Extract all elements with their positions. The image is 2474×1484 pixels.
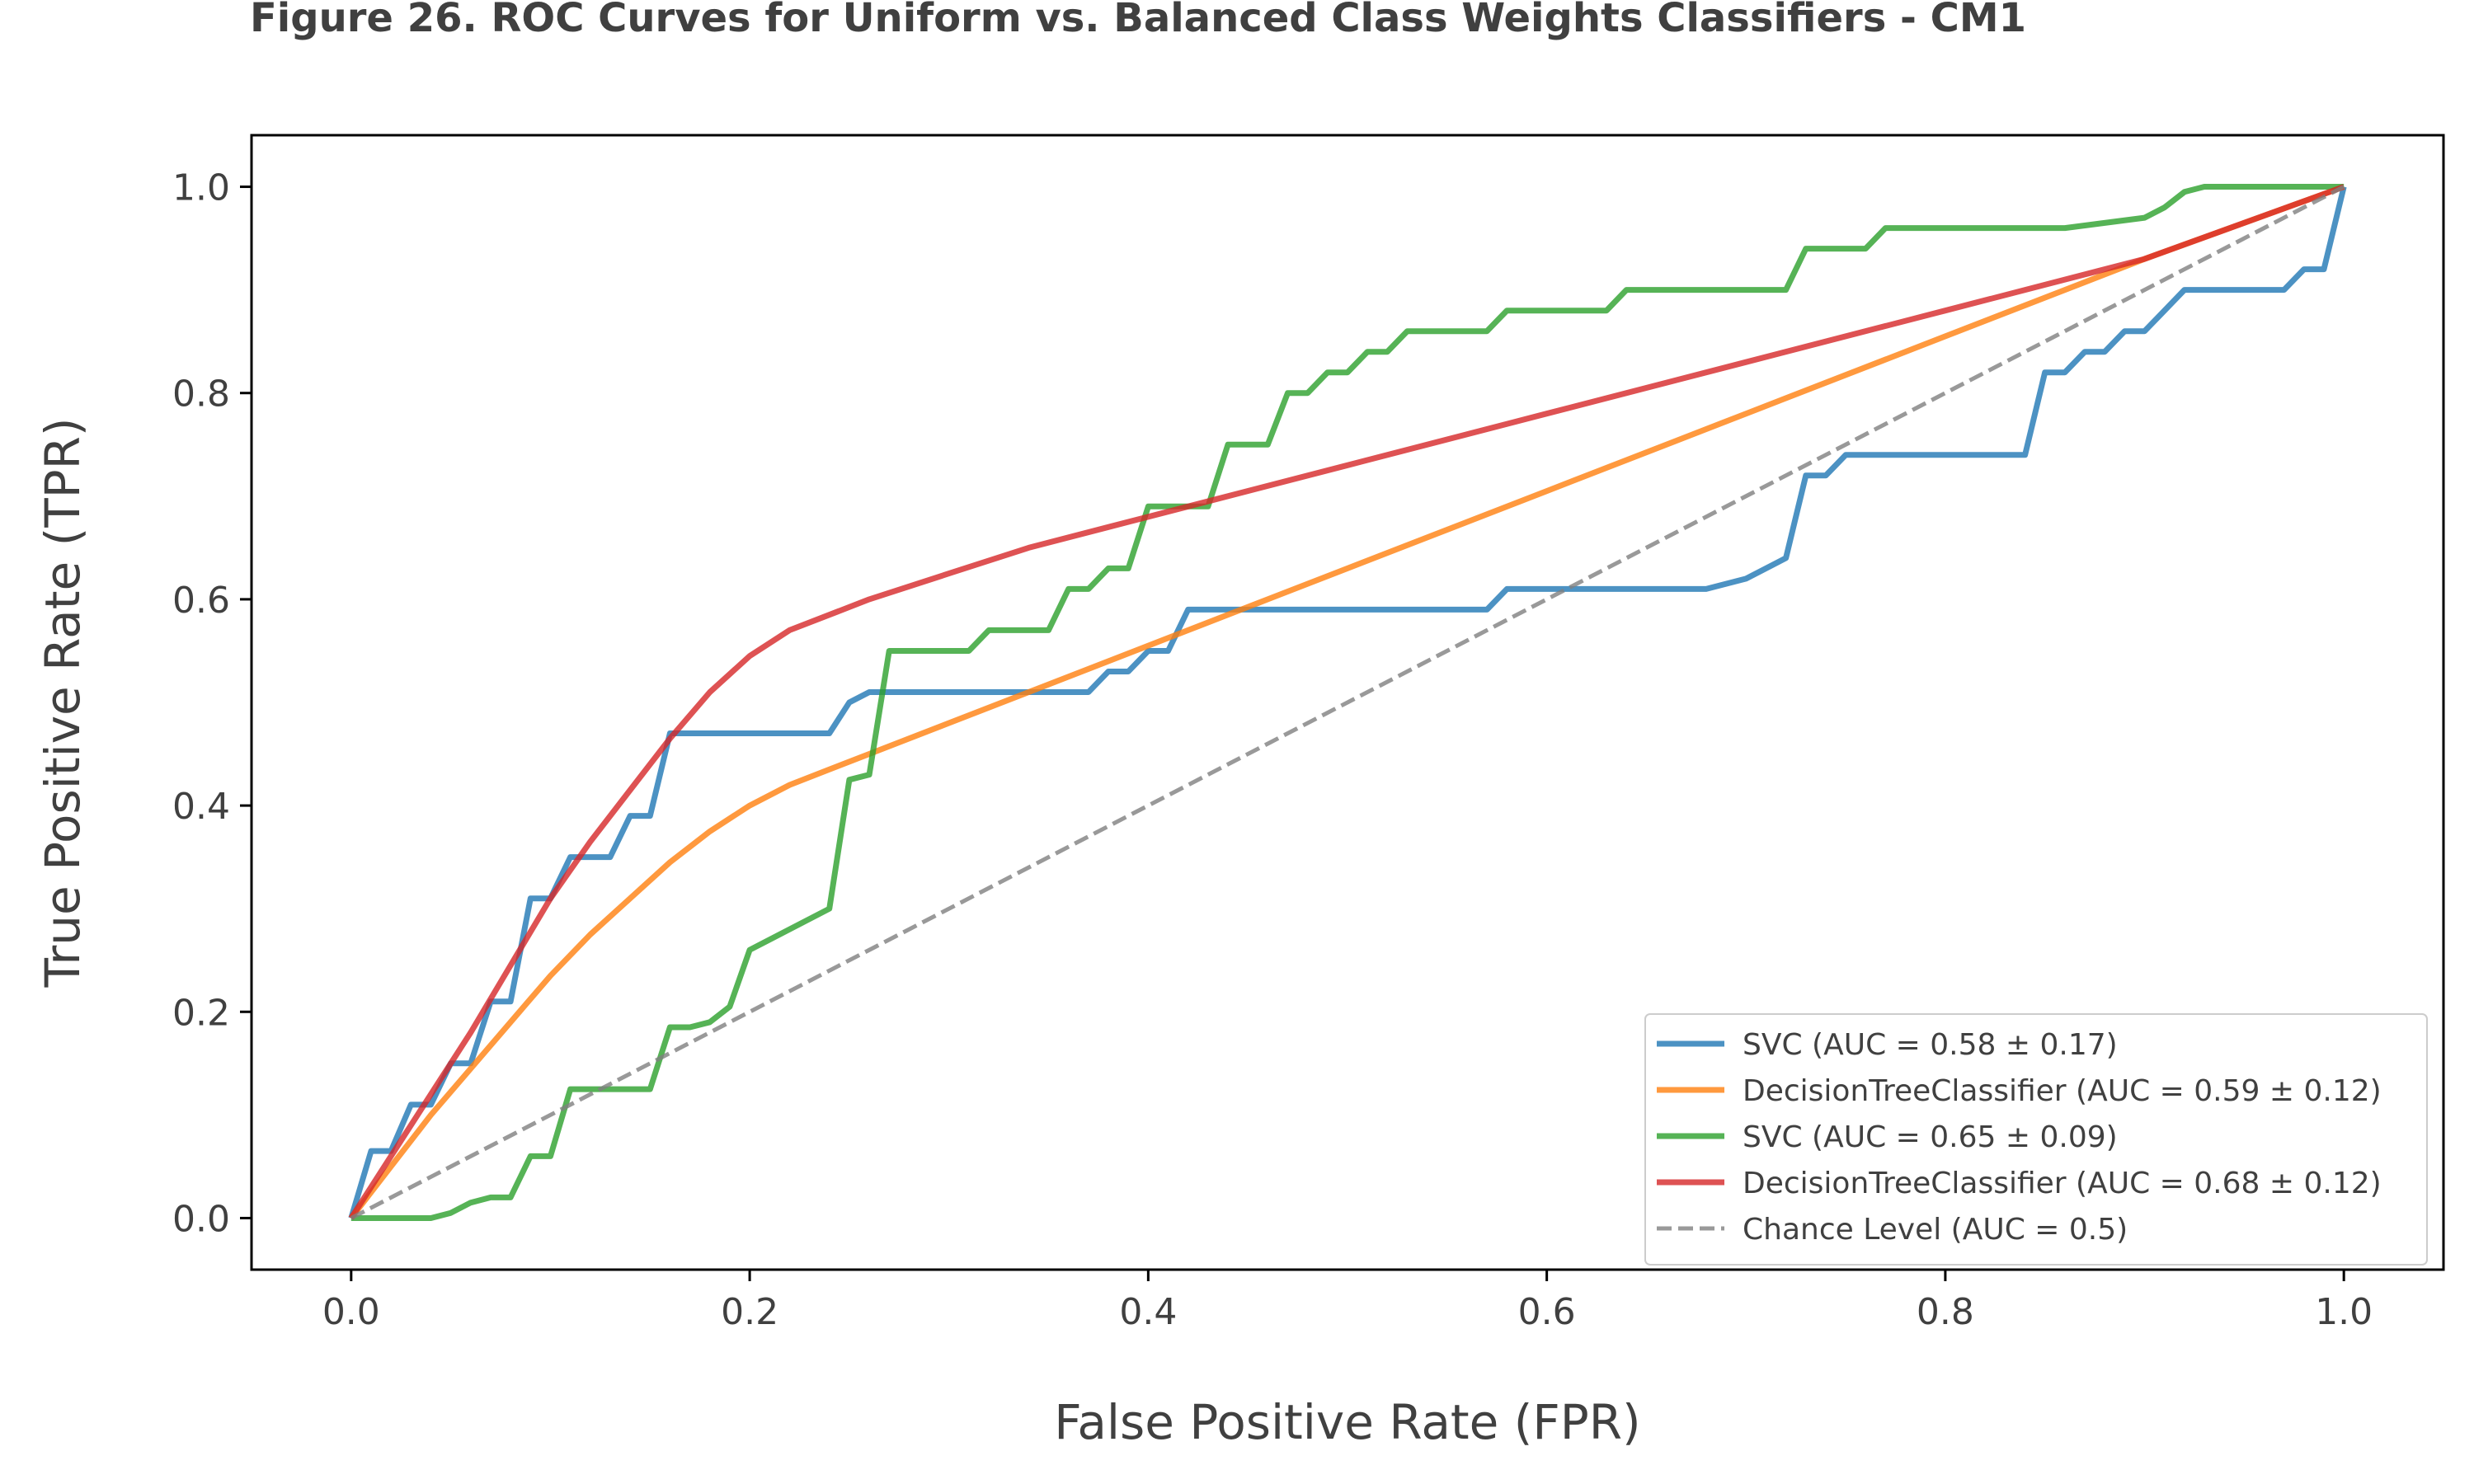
series-line-3 bbox=[350, 184, 2345, 1221]
x-tick-label: 0.4 bbox=[1119, 1291, 1177, 1333]
chart-title: Figure 26. ROC Curves for Uniform vs. Ba… bbox=[250, 0, 2026, 41]
legend-entry-label: SVC (AUC = 0.58 ± 0.17) bbox=[1743, 1028, 2118, 1062]
x-tick-label: 1.0 bbox=[2315, 1291, 2373, 1333]
series-line-1 bbox=[348, 186, 2347, 1219]
legend-entry-label: DecisionTreeClassifier (AUC = 0.59 ± 0.1… bbox=[1743, 1074, 2382, 1108]
x-tick-label: 0.2 bbox=[721, 1291, 778, 1333]
x-tick-label: 0.8 bbox=[1917, 1291, 1974, 1333]
y-axis-label: True Positive Rate (TPR) bbox=[35, 417, 91, 988]
legend-entry-label: DecisionTreeClassifier (AUC = 0.68 ± 0.1… bbox=[1743, 1167, 2382, 1200]
x-tick-label: 0.6 bbox=[1518, 1291, 1576, 1333]
series-layer bbox=[348, 184, 2347, 1221]
y-tick-label: 0.2 bbox=[172, 992, 230, 1034]
legend-entry-label: Chance Level (AUC = 0.5) bbox=[1743, 1213, 2128, 1247]
legend-box bbox=[1644, 1013, 2428, 1266]
series-line-2 bbox=[349, 184, 2345, 1220]
series-line-4 bbox=[348, 184, 2345, 1220]
legend: SVC (AUC = 0.58 ± 0.17) DecisionTreeClass… bbox=[1644, 1013, 2428, 1266]
y-tick-label: 0.6 bbox=[172, 580, 230, 622]
plot-frame bbox=[250, 134, 2445, 1271]
x-axis-label: False Positive Rate (FPR) bbox=[1054, 1394, 1640, 1450]
x-tick-label: 0.0 bbox=[322, 1291, 380, 1333]
legend-entry-label: SVC (AUC = 0.65 ± 0.09) bbox=[1743, 1120, 2118, 1154]
y-tick-label: 0.4 bbox=[172, 786, 230, 828]
series-line-5 bbox=[350, 185, 2345, 1220]
y-tick-label: 0.8 bbox=[172, 373, 230, 416]
y-tick-label: 1.0 bbox=[172, 167, 230, 209]
y-tick-label: 0.0 bbox=[172, 1198, 230, 1240]
axis-ticks: 0.0 0.2 0.4 0.6 0.8 1.0 0.0 0.2 0.4 0.6 0.8 1.0 bbox=[172, 167, 2373, 1333]
